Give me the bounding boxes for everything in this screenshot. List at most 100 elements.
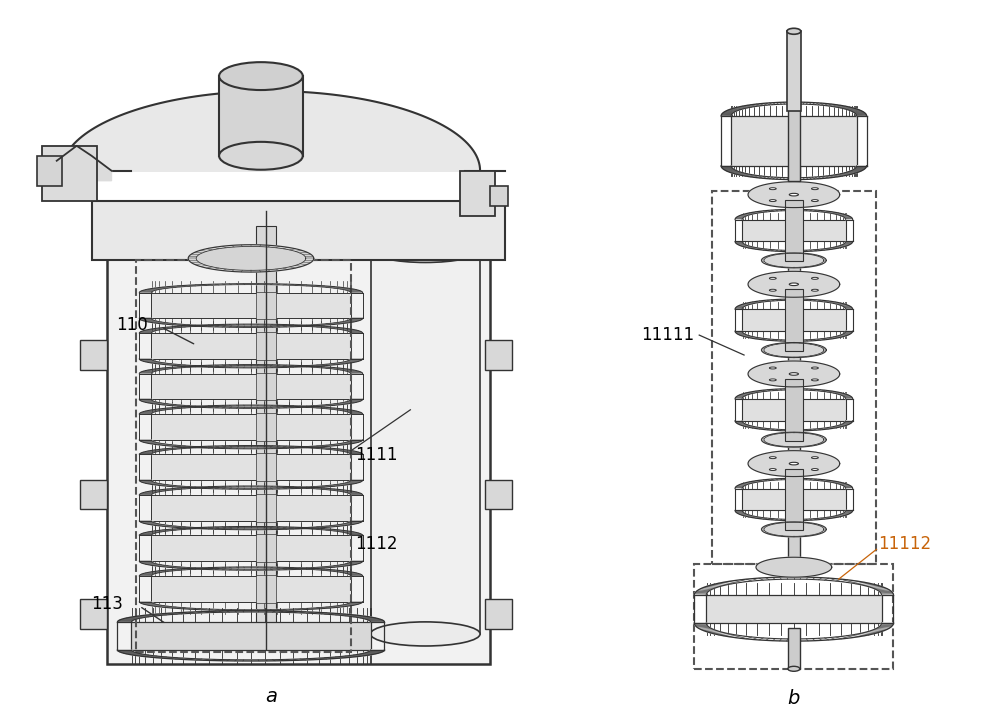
Polygon shape	[139, 567, 363, 576]
Text: a: a	[265, 687, 277, 706]
Polygon shape	[139, 521, 363, 530]
Bar	[256, 454, 276, 482]
Bar	[256, 372, 276, 400]
Ellipse shape	[789, 283, 798, 286]
Polygon shape	[735, 389, 853, 399]
Ellipse shape	[769, 289, 776, 291]
Polygon shape	[748, 181, 840, 207]
Ellipse shape	[811, 456, 818, 459]
Polygon shape	[188, 245, 314, 272]
Polygon shape	[139, 318, 363, 328]
Ellipse shape	[811, 379, 818, 381]
Ellipse shape	[219, 62, 303, 90]
Polygon shape	[735, 241, 853, 251]
Bar	[788, 628, 800, 669]
Polygon shape	[748, 361, 840, 387]
Bar	[485, 480, 512, 510]
Ellipse shape	[811, 188, 818, 189]
Text: 1112: 1112	[356, 535, 398, 553]
Polygon shape	[761, 432, 826, 447]
Polygon shape	[139, 359, 363, 368]
Text: 11111: 11111	[641, 326, 694, 344]
Polygon shape	[139, 440, 363, 449]
Polygon shape	[139, 526, 363, 536]
Bar	[131, 622, 371, 650]
Ellipse shape	[788, 666, 800, 671]
Ellipse shape	[769, 379, 776, 381]
Bar	[788, 136, 800, 574]
Polygon shape	[139, 405, 363, 414]
Ellipse shape	[811, 367, 818, 369]
Ellipse shape	[769, 188, 776, 189]
Polygon shape	[139, 480, 363, 490]
Bar	[742, 399, 846, 420]
Bar	[107, 230, 490, 664]
Polygon shape	[761, 343, 826, 358]
Polygon shape	[756, 557, 832, 577]
Ellipse shape	[789, 373, 798, 375]
Bar	[219, 76, 303, 156]
Polygon shape	[694, 623, 893, 641]
Polygon shape	[57, 146, 112, 181]
Bar	[151, 454, 351, 480]
Polygon shape	[748, 271, 840, 297]
Bar	[490, 186, 508, 206]
Polygon shape	[721, 102, 867, 116]
Ellipse shape	[787, 28, 801, 35]
Bar	[785, 469, 803, 531]
Polygon shape	[721, 166, 867, 179]
Bar	[694, 564, 893, 669]
Bar	[256, 413, 276, 441]
Ellipse shape	[769, 277, 776, 279]
Text: 113: 113	[92, 595, 123, 613]
Polygon shape	[117, 650, 384, 661]
Polygon shape	[139, 400, 363, 408]
Bar	[151, 576, 351, 602]
Bar	[485, 599, 512, 629]
Ellipse shape	[789, 462, 798, 465]
Polygon shape	[735, 478, 853, 488]
Bar	[742, 488, 846, 510]
Ellipse shape	[371, 238, 480, 263]
Polygon shape	[694, 577, 893, 595]
Ellipse shape	[371, 622, 480, 646]
Bar	[136, 261, 351, 652]
Bar	[785, 199, 803, 261]
Text: b: b	[788, 689, 800, 708]
Bar	[151, 333, 351, 359]
Bar	[731, 116, 857, 166]
Bar	[742, 220, 846, 241]
Bar	[371, 251, 480, 634]
Polygon shape	[139, 364, 363, 374]
Text: 11112: 11112	[879, 535, 932, 553]
Polygon shape	[735, 299, 853, 309]
Text: 1111: 1111	[356, 446, 398, 464]
Ellipse shape	[769, 456, 776, 459]
Bar	[256, 332, 276, 360]
Bar	[92, 201, 505, 261]
Ellipse shape	[811, 199, 818, 202]
Polygon shape	[139, 562, 363, 570]
Bar	[151, 414, 351, 440]
Polygon shape	[748, 451, 840, 477]
Ellipse shape	[789, 194, 798, 196]
Polygon shape	[735, 420, 853, 431]
Ellipse shape	[769, 199, 776, 202]
Ellipse shape	[811, 289, 818, 291]
Polygon shape	[735, 331, 853, 341]
Bar	[80, 480, 107, 510]
Ellipse shape	[219, 142, 303, 170]
Bar	[785, 289, 803, 351]
Bar	[80, 599, 107, 629]
Polygon shape	[139, 486, 363, 495]
Polygon shape	[761, 522, 826, 537]
Bar	[785, 379, 803, 441]
Bar	[787, 31, 801, 111]
Bar	[712, 191, 876, 564]
Bar	[256, 534, 276, 562]
Ellipse shape	[769, 367, 776, 369]
Bar	[151, 374, 351, 400]
Polygon shape	[117, 611, 384, 622]
Bar	[42, 146, 97, 201]
Polygon shape	[62, 91, 505, 171]
